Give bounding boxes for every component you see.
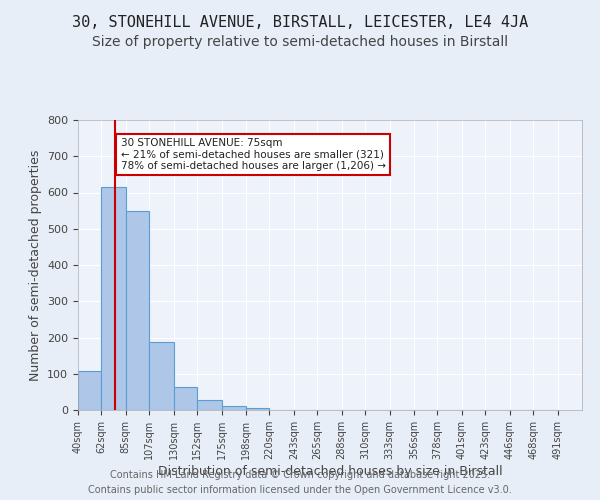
Bar <box>221 406 246 410</box>
Bar <box>126 212 149 410</box>
Bar <box>149 342 173 410</box>
Bar <box>173 387 197 410</box>
Text: Contains public sector information licensed under the Open Government Licence v3: Contains public sector information licen… <box>88 485 512 495</box>
Bar <box>101 188 126 410</box>
X-axis label: Distribution of semi-detached houses by size in Birstall: Distribution of semi-detached houses by … <box>158 464 502 477</box>
Text: 30 STONEHILL AVENUE: 75sqm
← 21% of semi-detached houses are smaller (321)
78% o: 30 STONEHILL AVENUE: 75sqm ← 21% of semi… <box>121 138 386 172</box>
Text: Contains HM Land Registry data © Crown copyright and database right 2025.: Contains HM Land Registry data © Crown c… <box>110 470 490 480</box>
Bar <box>246 408 269 410</box>
Text: Size of property relative to semi-detached houses in Birstall: Size of property relative to semi-detach… <box>92 35 508 49</box>
Text: 30, STONEHILL AVENUE, BIRSTALL, LEICESTER, LE4 4JA: 30, STONEHILL AVENUE, BIRSTALL, LEICESTE… <box>72 15 528 30</box>
Bar <box>78 371 101 410</box>
Y-axis label: Number of semi-detached properties: Number of semi-detached properties <box>29 150 41 380</box>
Bar <box>197 400 221 410</box>
